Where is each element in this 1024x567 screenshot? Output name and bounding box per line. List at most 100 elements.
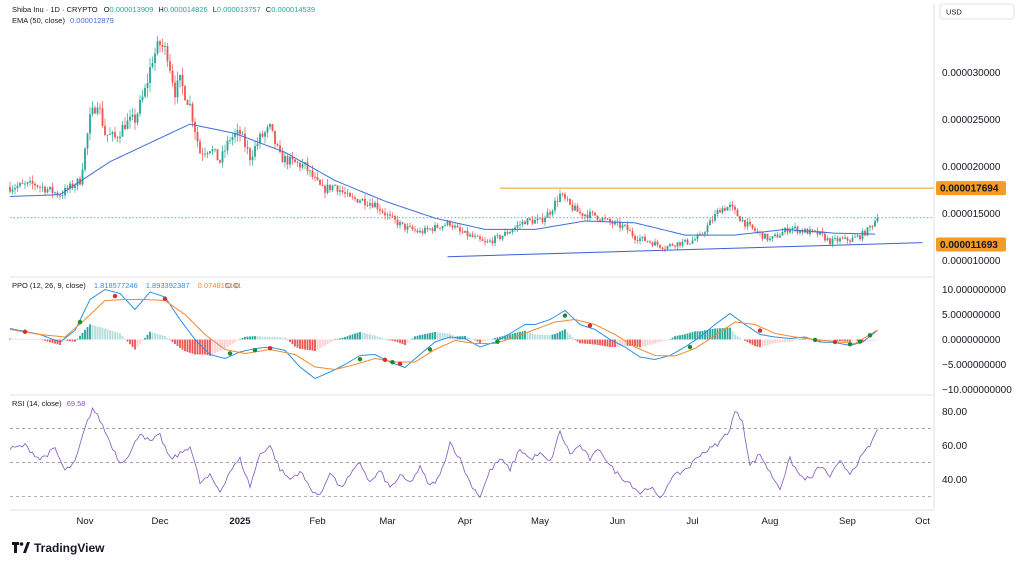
ppo-histogram-bar	[631, 339, 634, 347]
ppo-histogram-bar	[746, 339, 749, 343]
ppo-cross-dot	[427, 347, 433, 352]
candle-body	[749, 221, 751, 225]
ppo-histogram-bar	[496, 337, 499, 340]
candle-body	[649, 241, 651, 243]
ppo-histogram-bar	[484, 339, 486, 342]
ppo-legend-settings-icon[interactable]	[225, 282, 239, 289]
candle-body	[99, 107, 101, 109]
candle-body	[539, 217, 541, 219]
ppo-histogram-bar	[671, 337, 674, 340]
ppo-histogram-bar	[324, 339, 326, 346]
candle-body	[111, 132, 114, 135]
candle-body	[494, 236, 496, 244]
ppo-tick-label: 0.000000000	[942, 335, 1001, 346]
ppo-histogram-bar	[574, 339, 576, 341]
candle-body	[529, 218, 531, 220]
ppo-histogram-bar	[24, 339, 26, 340]
ppo-legend[interactable]: PPO (12, 26, 9, close) 1.818577246 1.893…	[12, 281, 241, 290]
ppo-histogram-bar	[869, 339, 871, 342]
candle-body	[786, 228, 789, 233]
ppo-histogram-bar	[636, 339, 639, 347]
candle-body	[36, 185, 39, 187]
candle-body	[61, 195, 64, 197]
ppo-histogram-bar	[409, 339, 411, 341]
candle-body	[794, 226, 796, 229]
candle-body	[321, 184, 324, 186]
ppo-histogram-bar	[261, 336, 264, 340]
candle-body	[546, 212, 549, 218]
ppo-histogram-bar	[679, 335, 681, 340]
time-tick-label: Sep	[839, 516, 856, 527]
ppo-histogram-bar	[531, 333, 534, 340]
candle-body	[674, 245, 676, 247]
ppo-histogram-bar	[794, 339, 796, 341]
candle-body	[844, 237, 846, 239]
ppo-histogram-bar	[129, 339, 131, 345]
candle-body	[586, 214, 589, 219]
ppo-histogram-bar	[714, 328, 716, 340]
candle-body	[691, 240, 694, 244]
ppo-histogram-bar	[579, 339, 581, 344]
candle-body	[11, 189, 14, 192]
candle-body	[764, 233, 766, 239]
ema-50-line[interactable]	[9, 123, 876, 236]
ppo-signal-line[interactable]	[9, 299, 878, 371]
ppo-histogram-bar	[609, 339, 611, 347]
ppo-histogram-bar	[11, 338, 14, 340]
candle-body	[154, 53, 156, 64]
candle-body	[676, 242, 679, 247]
ppo-histogram-bar	[69, 339, 71, 342]
candle-body	[249, 148, 251, 161]
ppo-histogram-bar	[391, 339, 394, 341]
ppo-histogram-bar	[481, 339, 484, 343]
ppo-histogram-bar	[711, 328, 714, 340]
candle-body	[131, 114, 134, 117]
ppo-histogram-bar	[16, 338, 19, 340]
ppo-histogram-bar	[216, 339, 219, 353]
ppo-histogram-bar	[876, 339, 879, 341]
candle-body	[756, 231, 759, 232]
symbol-title[interactable]: Shiba Inu · 1D · CRYPTO O0.000013909 H0.…	[12, 5, 315, 14]
ppo-histogram-bar	[281, 337, 284, 340]
candle-body	[544, 217, 546, 223]
ema-legend[interactable]: EMA (50, close) 0.000012879	[12, 16, 114, 25]
ppo-histogram-bar	[799, 339, 801, 340]
candle-body	[481, 239, 484, 241]
ppo-histogram-bar	[769, 339, 771, 345]
candle-body	[619, 221, 621, 228]
ppo-histogram-bar	[316, 339, 319, 350]
tradingview-brand[interactable]: TradingView	[12, 541, 104, 555]
candle-body	[721, 208, 724, 213]
candle-body	[479, 236, 481, 240]
candle-body	[426, 227, 429, 230]
tradingview-logo-icon	[12, 542, 30, 554]
candle-body	[776, 234, 779, 238]
ppo-histogram-bar	[446, 333, 449, 340]
ppo-line[interactable]	[9, 288, 878, 380]
time-tick-label: Jul	[686, 516, 698, 527]
candle-body	[799, 230, 801, 233]
candle-body	[354, 197, 356, 199]
candle-body	[779, 235, 781, 238]
rsi-legend[interactable]: RSI (14, close) 69.58	[12, 399, 85, 408]
candle-body	[241, 133, 244, 135]
candle-body	[166, 46, 169, 62]
ppo-histogram-bar	[534, 334, 536, 340]
support-trendline[interactable]	[447, 242, 923, 258]
ppo-histogram-bar	[161, 335, 164, 340]
candle-body	[76, 178, 79, 186]
candle-body	[371, 203, 374, 208]
rsi-tick-label: 40.00	[942, 475, 967, 486]
candle-body	[871, 226, 874, 227]
ppo-histogram-bar	[394, 339, 396, 342]
currency-button[interactable]	[939, 3, 1015, 20]
price-tick-label: 0.000015000	[942, 209, 1001, 220]
rsi-14-line[interactable]	[9, 406, 878, 499]
price-labels: 0.000017694 0.000011693	[936, 181, 1006, 252]
candle-body	[81, 169, 84, 185]
ppo-histogram-bar	[586, 339, 589, 344]
ppo-histogram-bar	[144, 337, 146, 340]
candle-body	[654, 241, 656, 246]
candle-body	[399, 222, 401, 226]
candle-body	[74, 185, 76, 189]
